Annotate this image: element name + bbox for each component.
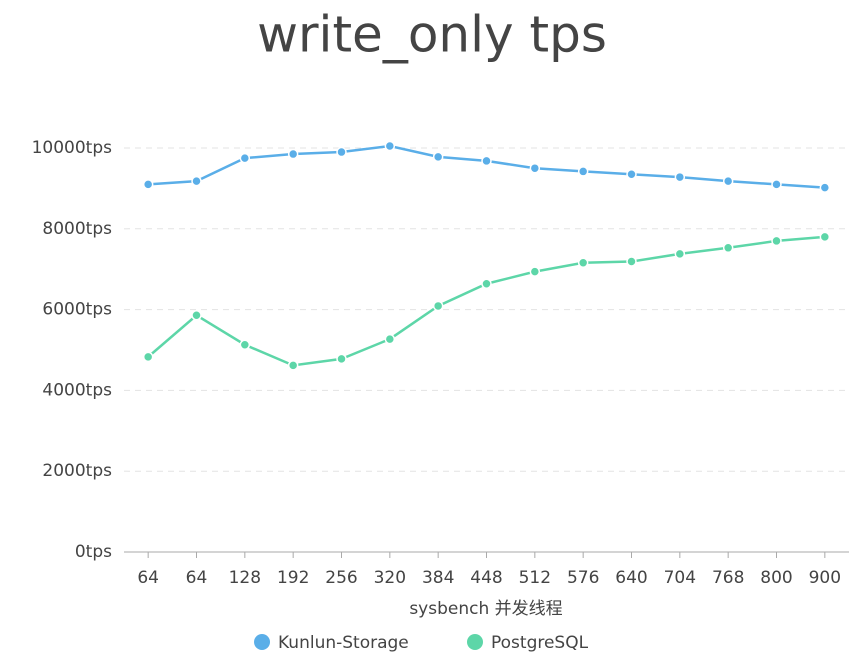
x-tick-label: 320: [374, 568, 406, 588]
data-point: [577, 166, 589, 177]
legend-label: Kunlun-Storage: [278, 633, 409, 653]
data-point: [577, 257, 589, 268]
data-point: [819, 231, 831, 243]
data-point: [239, 152, 251, 164]
data-point: [432, 300, 444, 312]
x-axis-title: sysbench 并发线程: [409, 599, 562, 619]
data-point: [191, 310, 202, 321]
x-tick-label: 192: [277, 568, 309, 588]
x-tick-label: 64: [137, 568, 159, 588]
data-point: [432, 151, 444, 163]
data-point: [819, 182, 831, 193]
data-point: [384, 333, 396, 345]
data-point: [674, 171, 686, 183]
x-tick-label: 64: [186, 568, 208, 588]
y-tick-label: 2000tps: [42, 461, 112, 481]
data-point: [481, 155, 492, 167]
x-tick-label: 512: [519, 568, 551, 588]
x-tick-label: 768: [712, 568, 744, 588]
x-tick-label: 704: [664, 568, 696, 588]
legend-label: PostgreSQL: [491, 633, 589, 653]
x-tick-label: 576: [567, 568, 599, 588]
chart-title: write_only tps: [257, 6, 607, 64]
x-tick-label: 640: [615, 568, 647, 588]
data-point: [191, 175, 202, 187]
y-tick-label: 0tps: [75, 542, 112, 562]
data-point: [287, 148, 299, 160]
data-point: [287, 360, 299, 371]
legend-marker: [254, 634, 270, 650]
data-point: [142, 351, 154, 363]
data-point: [626, 256, 637, 267]
data-point: [481, 278, 492, 289]
x-tick-label: 128: [229, 568, 261, 588]
x-tick-label: 900: [809, 568, 841, 588]
y-tick-label: 10000tps: [32, 138, 113, 158]
data-point: [626, 169, 637, 180]
data-point: [142, 179, 154, 190]
data-point: [674, 248, 686, 260]
x-tick-label: 256: [325, 568, 357, 588]
data-point: [529, 266, 541, 277]
data-point: [336, 353, 347, 365]
data-point: [771, 235, 782, 247]
x-tick-label: 448: [470, 568, 502, 588]
legend-marker: [467, 634, 483, 650]
data-point: [771, 179, 782, 190]
y-tick-label: 6000tps: [42, 300, 112, 320]
x-tick-label: 384: [422, 568, 454, 588]
data-point: [384, 140, 396, 152]
data-point: [239, 339, 251, 350]
y-tick-label: 8000tps: [42, 219, 112, 239]
data-point: [722, 242, 734, 254]
data-point: [722, 175, 734, 187]
y-tick-label: 4000tps: [42, 380, 112, 400]
x-tick-label: 800: [760, 568, 792, 588]
data-point: [529, 162, 541, 174]
data-point: [336, 146, 347, 158]
